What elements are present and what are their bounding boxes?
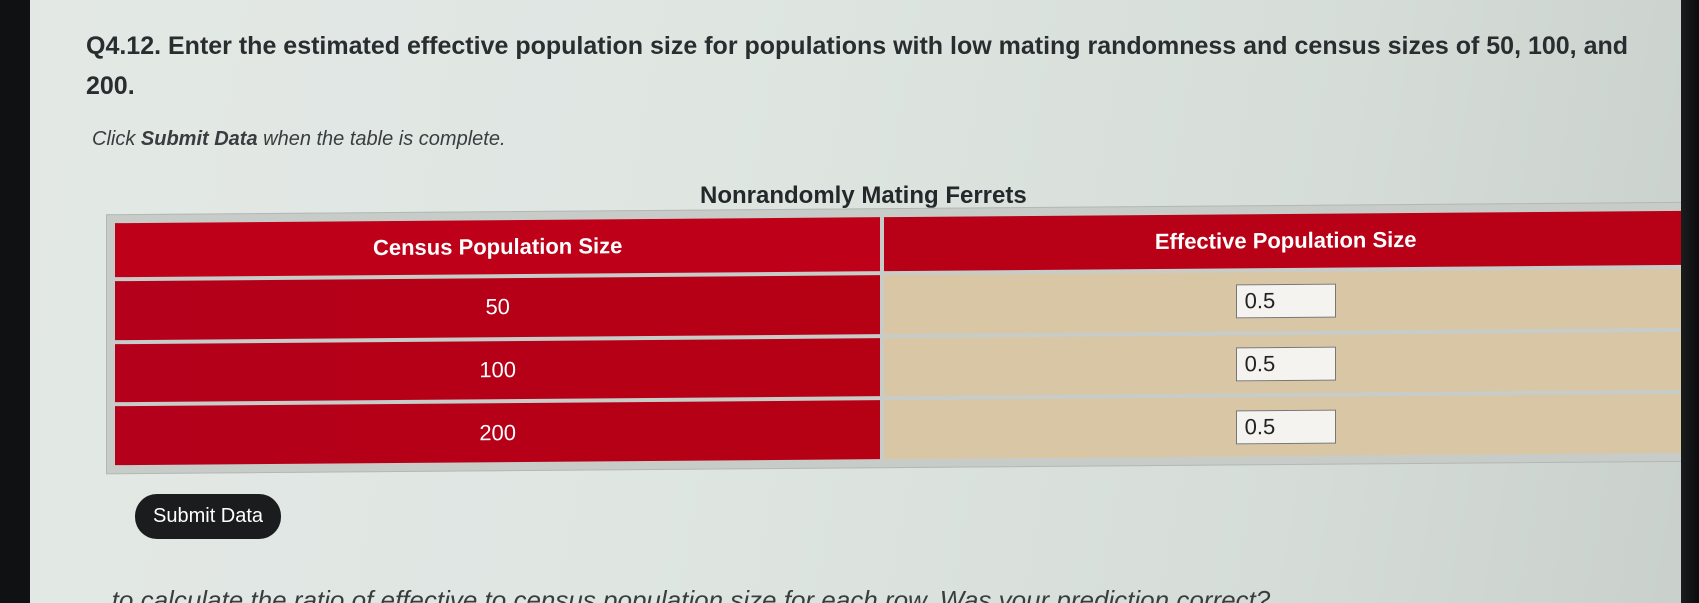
- effective-cell: [884, 394, 1687, 460]
- effective-input-row-2[interactable]: [1235, 346, 1336, 382]
- table-row: 200: [115, 394, 1687, 466]
- header-effective: Effective Population Size: [884, 210, 1687, 272]
- census-cell: 200: [115, 400, 881, 466]
- monitor-bezel: [1681, 0, 1699, 603]
- screen: Q4.12. Enter the estimated effective pop…: [30, 0, 1699, 603]
- instruction-bold: Submit Data: [140, 128, 258, 150]
- effective-cell: [884, 331, 1687, 397]
- effective-input-row-1[interactable]: [1235, 283, 1336, 319]
- instruction-text: Click Submit Data when the table is comp…: [92, 128, 506, 151]
- effective-cell: [884, 268, 1687, 334]
- census-cell: 50: [115, 275, 881, 340]
- table-row: 50: [115, 268, 1687, 340]
- effective-input-row-3[interactable]: [1235, 409, 1336, 445]
- instruction-prefix: Click: [92, 128, 141, 150]
- table-row: 100: [115, 331, 1687, 403]
- next-question-partial: ...to calculate the ratio of effective t…: [90, 585, 1271, 603]
- instruction-suffix: when the table is complete.: [257, 128, 506, 150]
- table-title: Nonrandomly Mating Ferrets: [700, 182, 1027, 209]
- question-text: Q4.12. Enter the estimated effective pop…: [86, 32, 1629, 100]
- table-header-row: Census Population Size Effective Populat…: [115, 210, 1687, 278]
- header-census: Census Population Size: [115, 217, 881, 278]
- submit-data-button[interactable]: Submit Data: [135, 494, 282, 539]
- data-table: Census Population Size Effective Populat…: [111, 207, 1691, 469]
- data-table-frame: Census Population Size Effective Populat…: [106, 201, 1696, 475]
- census-cell: 100: [115, 337, 881, 403]
